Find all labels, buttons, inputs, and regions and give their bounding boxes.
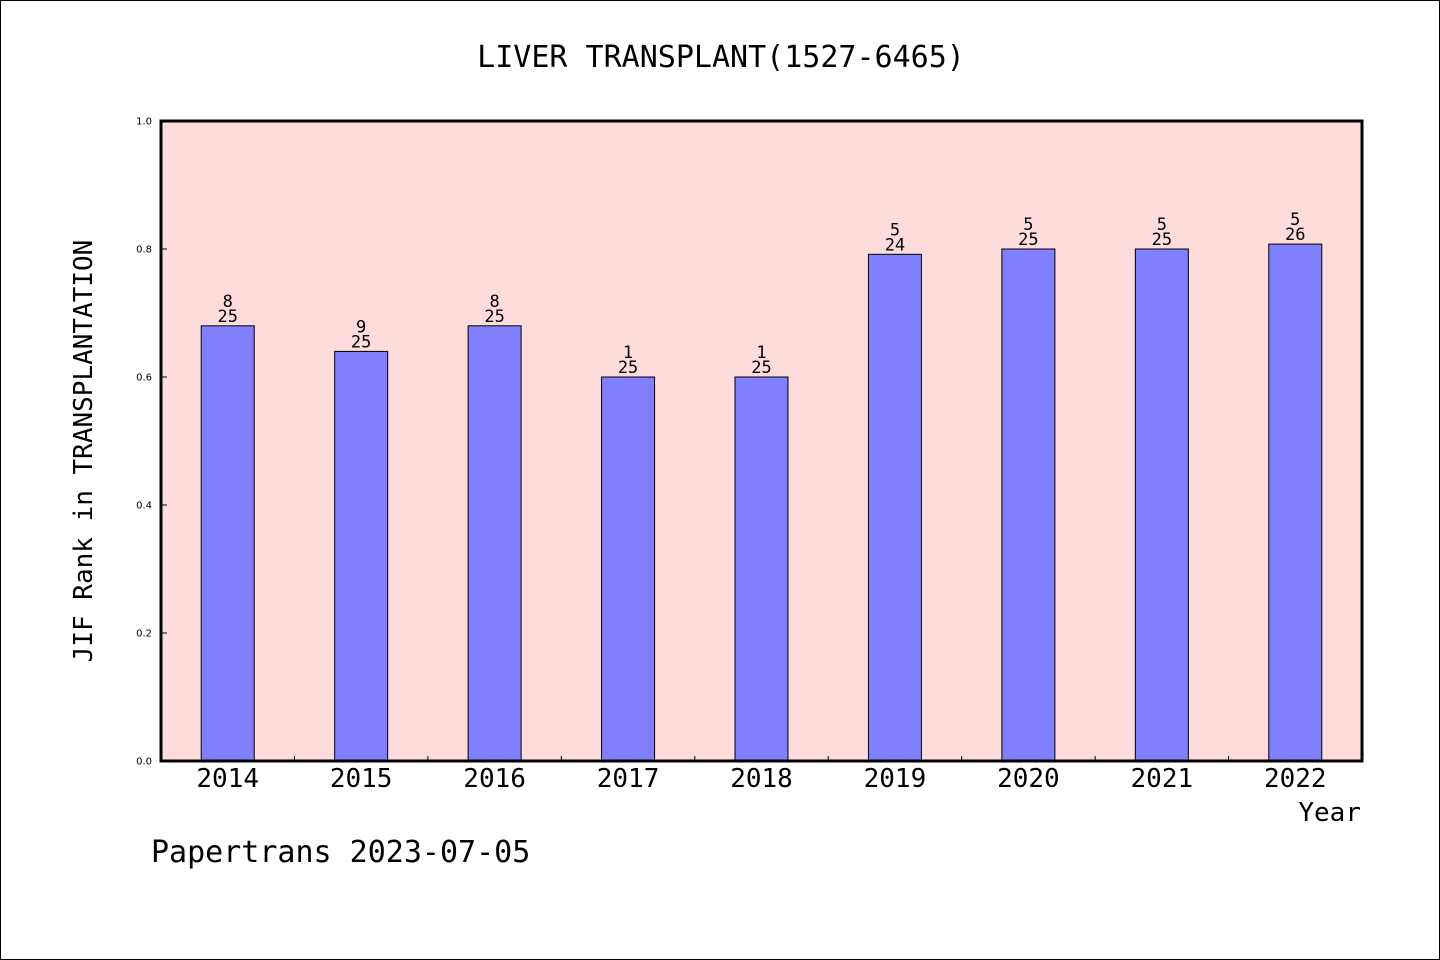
bar-2016: [467, 325, 522, 762]
bar-label-rank-2017: 1: [623, 343, 633, 363]
y-tick-label: 0.0: [136, 757, 152, 768]
x-tick-label-2018: 2018: [730, 764, 793, 794]
bar-label-rank-2018: 1: [756, 343, 766, 363]
bar-label-total-2022: 26: [1285, 225, 1305, 245]
y-tick-label: 0.6: [136, 373, 152, 384]
x-tick-label-2016: 2016: [463, 764, 526, 794]
bar-label-total-2014: 25: [217, 307, 237, 327]
bar-label-total-2019: 24: [885, 235, 905, 255]
x-tick-label-2015: 2015: [330, 764, 393, 794]
bar-label-rank-2015: 9: [356, 317, 366, 337]
x-tick-label-2019: 2019: [864, 764, 927, 794]
bar-2022: [1268, 243, 1323, 762]
bar-label-total-2016: 25: [484, 307, 504, 327]
bar-label-total-2021: 25: [1152, 230, 1172, 250]
bar-label-rank-2021: 5: [1157, 215, 1167, 235]
plot-border: [159, 119, 1364, 763]
bar-label-rank-2016: 8: [489, 292, 499, 312]
y-tick-label: 0.4: [136, 501, 152, 512]
bar-2014: [200, 325, 255, 762]
bar-label-total-2017: 25: [618, 358, 638, 378]
bar-2017: [601, 376, 656, 762]
bar-label-total-2020: 25: [1018, 230, 1038, 250]
y-axis-label: JIF Rank in TRANSPLANTATION: [69, 240, 99, 663]
y-tick-label: 0.2: [136, 629, 152, 640]
x-ticks-group: 2014 2015 2016 2017 2018 2019 2020 2021 2022: [196, 756, 1327, 794]
y-tick-label: 0.8: [136, 245, 152, 256]
x-tick-label-2021: 2021: [1131, 764, 1194, 794]
bar-2015: [334, 350, 389, 762]
bar-2018: [734, 376, 789, 762]
x-axis-label: Year: [1298, 798, 1361, 828]
bar-2019: [867, 253, 922, 762]
bars-group: [200, 243, 1323, 762]
footer-credit: Papertrans 2023-07-05: [151, 835, 531, 870]
bar-label-rank-2014: 8: [223, 292, 233, 312]
x-tick-label-2022: 2022: [1264, 764, 1327, 794]
x-tick-label-2014: 2014: [196, 764, 259, 794]
bar-label-rank-2020: 5: [1023, 215, 1033, 235]
bar-2021: [1134, 248, 1189, 762]
x-tick-label-2017: 2017: [597, 764, 660, 794]
chart-title: LIVER TRANSPLANT(1527-6465): [477, 40, 965, 75]
bar-label-total-2015: 25: [351, 332, 371, 352]
bar-label-rank-2022: 5: [1290, 210, 1300, 230]
y-tick-label: 1.0: [136, 117, 152, 128]
x-tick-label-2020: 2020: [997, 764, 1060, 794]
bar-2020: [1001, 248, 1056, 762]
bar-label-rank-2019: 5: [890, 220, 900, 240]
bar-label-total-2018: 25: [751, 358, 771, 378]
